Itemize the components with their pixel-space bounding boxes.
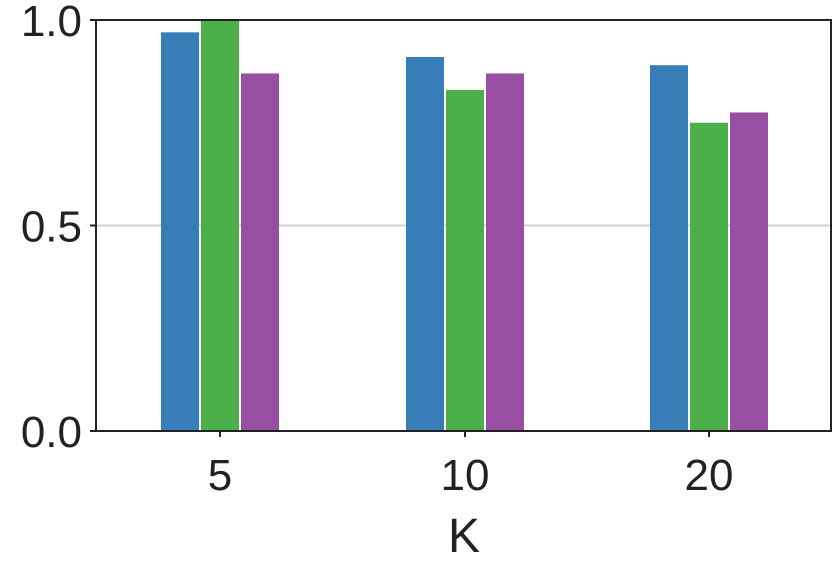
bar-20-series-1 — [650, 65, 688, 432]
y-tick-labels: 0.0 0.5 1.0 — [21, 0, 96, 457]
bar-20-series-3 — [730, 112, 768, 431]
y-tick-label-0: 0.0 — [21, 408, 82, 457]
bar-10-series-2 — [446, 89, 484, 432]
x-tick-labels: 5 10 20 — [208, 431, 734, 500]
x-tick-label-5: 5 — [208, 451, 232, 500]
bar-5-series-3 — [241, 73, 279, 432]
x-tick-label-20: 20 — [685, 451, 734, 500]
bar-10-series-1 — [406, 56, 444, 432]
bar-5-series-2 — [201, 20, 239, 431]
y-tick-label-1: 0.5 — [21, 203, 82, 252]
bar-10-series-3 — [486, 73, 524, 432]
y-tick-label-2: 1.0 — [21, 0, 82, 46]
x-tick-label-10: 10 — [441, 451, 490, 500]
bar-5-series-1 — [161, 32, 199, 432]
bars — [161, 20, 768, 432]
x-axis-label: K — [448, 510, 480, 563]
bar-20-series-2 — [690, 122, 728, 431]
